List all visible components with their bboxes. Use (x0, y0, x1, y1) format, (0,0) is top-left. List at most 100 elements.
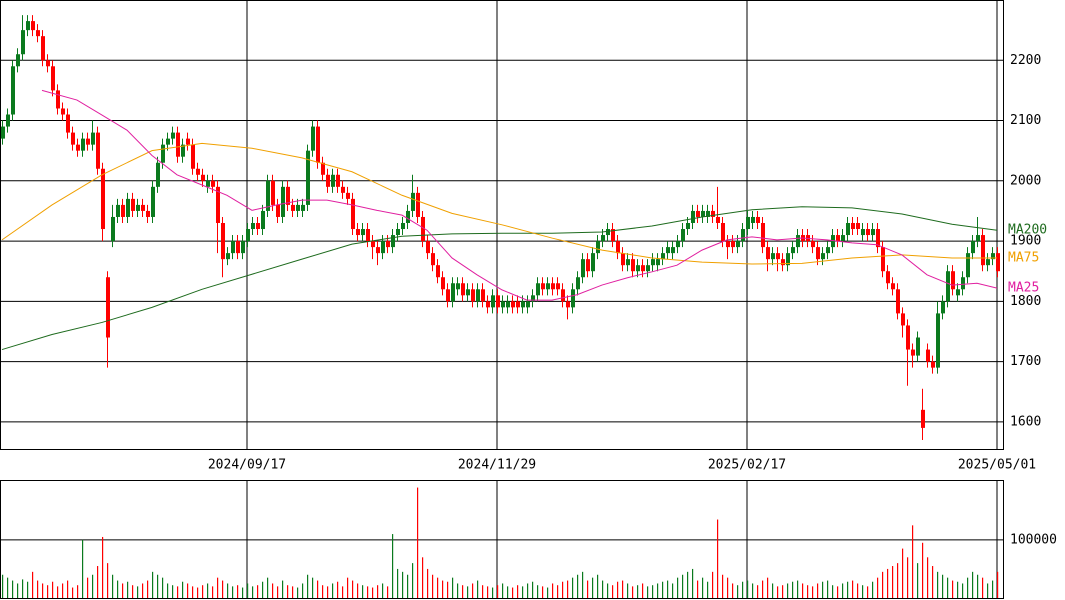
volume-bar (722, 574, 724, 598)
candle-body (811, 241, 815, 248)
candle-body (586, 259, 590, 272)
volume-bar (777, 586, 779, 598)
candle-body (21, 30, 25, 55)
candle-body (396, 229, 400, 236)
volume-bar (307, 574, 309, 598)
candle-body (46, 60, 50, 67)
volume-bar (292, 586, 294, 598)
ma-line (41, 89, 998, 301)
volume-bar (42, 583, 44, 598)
candle-body (786, 253, 790, 266)
candle-body (131, 198, 135, 211)
volume-bar (657, 583, 659, 598)
volume-bar (432, 574, 434, 598)
volume-bar (342, 586, 344, 598)
volume-bar (862, 585, 864, 598)
volume-bar (287, 585, 289, 598)
volume-bar (282, 580, 284, 598)
volume-bar (872, 581, 874, 598)
candle-body (336, 174, 340, 187)
volume-bar (302, 583, 304, 598)
candle-body (936, 313, 940, 368)
volume-bar (892, 566, 894, 598)
volume-bar (962, 583, 964, 598)
candle-body (456, 283, 460, 290)
candle-body (981, 235, 985, 266)
volume-bar (732, 583, 734, 598)
volume-bar (112, 574, 114, 598)
candle-body (681, 229, 685, 242)
candle-body (921, 409, 925, 428)
candle-body (946, 271, 950, 302)
volume-bar (547, 587, 549, 598)
candle-body (466, 289, 470, 296)
volume-bar (477, 580, 479, 598)
grid (0, 0, 1003, 598)
candle-body (676, 241, 680, 248)
volume-bar (667, 580, 669, 598)
candle-body (106, 277, 110, 338)
candle-body (711, 210, 715, 217)
volume-bar (697, 580, 699, 598)
candle-body (121, 204, 125, 217)
volume-bar (627, 583, 629, 598)
candle-body (861, 229, 865, 236)
volume-bar (622, 580, 624, 598)
candle-body (646, 265, 650, 272)
volume-bar (247, 583, 249, 598)
candle-body (601, 235, 605, 242)
volume-bar (927, 557, 929, 598)
candle-body (971, 241, 975, 254)
candle-body (986, 259, 990, 266)
volume-bar (312, 577, 314, 598)
volume-bar (742, 581, 744, 598)
volume-bar (632, 586, 634, 598)
candle-body (96, 132, 100, 169)
candle-body (66, 114, 70, 133)
volume-bar (712, 571, 714, 598)
volume-bar (192, 586, 194, 598)
volume-bar (337, 581, 339, 598)
volume-bar (352, 580, 354, 598)
candle-body (276, 204, 280, 217)
candle-body (791, 247, 795, 254)
candle-body (656, 259, 660, 266)
volume-bar (912, 525, 914, 598)
volume-bar (107, 563, 109, 598)
candle-body (731, 241, 735, 248)
candle-body (546, 283, 550, 290)
volume-bar (552, 583, 554, 598)
volume-bar (887, 568, 889, 598)
volume-bar (317, 580, 319, 598)
candle-body (416, 192, 420, 217)
volume-bar (947, 577, 949, 598)
candle-body (836, 235, 840, 242)
candle-body (126, 198, 130, 217)
candle-body (876, 229, 880, 248)
candle-body (11, 66, 15, 115)
volume-bar (277, 586, 279, 598)
candle-body (71, 132, 75, 145)
candle-body (326, 174, 330, 187)
candle-body (841, 235, 845, 242)
volume-bar (702, 577, 704, 598)
volume-bar (447, 581, 449, 598)
candle-body (476, 289, 480, 302)
y-tick-label: 1600 (1010, 414, 1041, 429)
candle-body (851, 222, 855, 230)
volume-bar (407, 574, 409, 598)
volume-bar (572, 577, 574, 598)
candle-body (626, 259, 630, 266)
volume-bar (982, 577, 984, 598)
candle-body (446, 289, 450, 302)
volume-bar (32, 571, 34, 598)
volume-bar (397, 568, 399, 598)
candle-body (331, 174, 335, 187)
candle-body (311, 126, 315, 151)
candle-body (691, 210, 695, 223)
candle-body (261, 210, 265, 230)
candle-body (886, 271, 890, 284)
candle-body (226, 253, 230, 260)
volume-bar (257, 585, 259, 598)
candle-body (411, 192, 415, 211)
